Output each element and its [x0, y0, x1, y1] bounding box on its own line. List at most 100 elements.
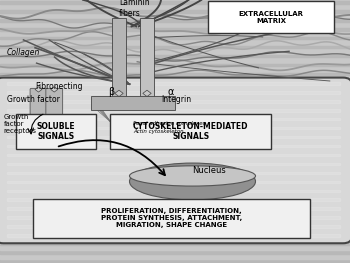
- Bar: [0, 95, 350, 98]
- Bar: [7, 185, 340, 188]
- Ellipse shape: [130, 163, 256, 200]
- Text: β: β: [108, 87, 115, 97]
- Bar: [0, 14, 350, 17]
- Bar: [0, 140, 350, 142]
- Bar: [0, 175, 350, 178]
- Bar: [7, 194, 340, 196]
- Bar: [7, 176, 340, 179]
- Bar: [0, 225, 350, 227]
- Bar: [0, 135, 350, 138]
- Bar: [7, 212, 340, 214]
- Bar: [112, 18, 126, 105]
- Bar: [7, 167, 340, 170]
- Bar: [0, 28, 350, 31]
- Bar: [7, 114, 340, 116]
- Bar: [0, 207, 350, 209]
- Bar: [7, 118, 340, 120]
- Bar: [7, 199, 340, 201]
- Bar: [7, 190, 340, 192]
- Bar: [0, 149, 350, 151]
- Bar: [0, 37, 350, 39]
- Text: Growth
factor
receptors: Growth factor receptors: [4, 114, 36, 134]
- Polygon shape: [51, 87, 58, 92]
- Text: Fibronecting: Fibronecting: [35, 82, 83, 91]
- Bar: [7, 105, 340, 107]
- Bar: [0, 242, 350, 245]
- Bar: [0, 220, 350, 223]
- Bar: [0, 251, 350, 254]
- Bar: [7, 127, 340, 129]
- Text: α: α: [168, 87, 174, 97]
- Bar: [0, 260, 350, 263]
- Text: CYTOSKELETON-MEDIATED
SIGNALS: CYTOSKELETON-MEDIATED SIGNALS: [133, 122, 248, 141]
- Bar: [0, 202, 350, 205]
- Bar: [0, 108, 350, 111]
- Bar: [0, 238, 350, 241]
- Bar: [0, 86, 350, 89]
- Bar: [7, 208, 340, 210]
- Bar: [0, 184, 350, 187]
- Bar: [0, 171, 350, 174]
- FancyBboxPatch shape: [110, 114, 271, 149]
- Bar: [0, 166, 350, 169]
- Polygon shape: [35, 87, 42, 92]
- Bar: [91, 96, 175, 110]
- Bar: [0, 90, 350, 93]
- Bar: [0, 32, 350, 35]
- Bar: [0, 64, 350, 66]
- Bar: [0, 73, 350, 75]
- Bar: [0, 122, 350, 124]
- Bar: [7, 149, 340, 152]
- Bar: [7, 154, 340, 156]
- Bar: [0, 68, 350, 71]
- Bar: [0, 216, 350, 218]
- FancyBboxPatch shape: [46, 88, 63, 117]
- FancyBboxPatch shape: [33, 199, 310, 238]
- Bar: [0, 6, 350, 8]
- Bar: [0, 144, 350, 147]
- Bar: [0, 234, 350, 236]
- Text: EXTRACELLULAR
MATRIX: EXTRACELLULAR MATRIX: [239, 11, 304, 24]
- Bar: [7, 132, 340, 134]
- Text: Nucleus: Nucleus: [193, 166, 226, 175]
- Text: PROLIFERATION, DIFFERENTIATION,
PROTEIN SYNTHESIS, ATTACHMENT,
MIGRATION, SHAPE : PROLIFERATION, DIFFERENTIATION, PROTEIN …: [101, 208, 242, 228]
- Bar: [0, 104, 350, 107]
- Bar: [0, 247, 350, 250]
- Bar: [0, 126, 350, 129]
- Bar: [0, 19, 350, 22]
- Bar: [7, 87, 340, 89]
- Text: SOLUBLE
SIGNALS: SOLUBLE SIGNALS: [37, 122, 75, 141]
- Bar: [7, 123, 340, 125]
- Bar: [7, 221, 340, 223]
- Bar: [140, 18, 154, 105]
- FancyBboxPatch shape: [0, 78, 350, 243]
- Bar: [0, 211, 350, 214]
- Text: Focal adhesion complexes: Focal adhesion complexes: [133, 121, 205, 126]
- Bar: [0, 77, 350, 80]
- Bar: [0, 193, 350, 196]
- Bar: [0, 189, 350, 191]
- Bar: [7, 100, 340, 103]
- Ellipse shape: [130, 166, 256, 186]
- Text: Growth factor: Growth factor: [7, 95, 60, 104]
- Bar: [7, 216, 340, 219]
- Bar: [0, 117, 350, 120]
- Bar: [0, 82, 350, 84]
- Bar: [0, 46, 350, 48]
- Bar: [7, 109, 340, 112]
- Bar: [0, 256, 350, 259]
- Bar: [7, 158, 340, 161]
- Text: Integrin: Integrin: [161, 95, 191, 104]
- Bar: [0, 41, 350, 44]
- Bar: [7, 230, 340, 232]
- Bar: [7, 145, 340, 147]
- Bar: [0, 23, 350, 26]
- Bar: [7, 82, 340, 85]
- Bar: [7, 96, 340, 98]
- Polygon shape: [143, 90, 151, 97]
- Bar: [7, 136, 340, 138]
- Text: Collagen: Collagen: [7, 48, 40, 57]
- Bar: [7, 203, 340, 205]
- Polygon shape: [115, 90, 123, 97]
- Bar: [0, 153, 350, 156]
